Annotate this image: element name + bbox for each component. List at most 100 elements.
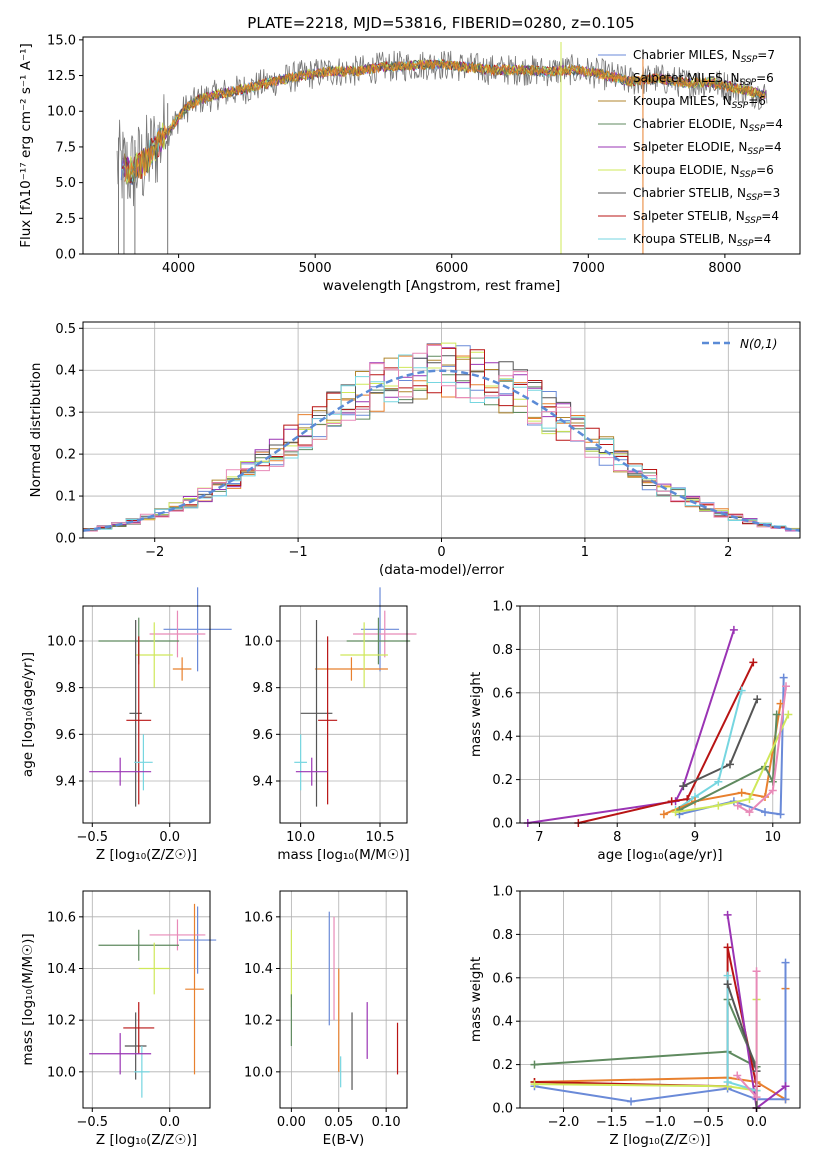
legend-model-name: Kroupa MILES xyxy=(633,94,715,108)
weight-series xyxy=(679,695,762,791)
x-tick-label: 2 xyxy=(724,545,732,560)
legend-model-name: Salpeter MILES xyxy=(633,71,723,85)
legend-nssp-subscript: SSP xyxy=(740,170,757,180)
figure-title: PLATE=2218, MJD=53816, FIBERID=0280, z=0… xyxy=(247,14,634,32)
legend-entry: Chabrier ELODIE, NSSP=4 xyxy=(633,117,783,134)
plot-area xyxy=(523,625,793,827)
errorbar-point xyxy=(135,622,173,688)
weight-point-marker xyxy=(737,686,746,695)
errorbar-point xyxy=(163,587,232,672)
x-tick-label: −1.5 xyxy=(596,1115,628,1130)
x-tick-label: 0.10 xyxy=(372,1115,401,1130)
axes-box xyxy=(82,36,801,255)
y-tick-label: 9.6 xyxy=(252,728,273,743)
y-tick-label: 0.0 xyxy=(55,248,76,263)
legend-model-name: Chabrier MILES xyxy=(633,48,724,62)
legend-equals: = xyxy=(761,209,771,223)
x-tick-label: 0.05 xyxy=(324,1115,353,1130)
axes-box xyxy=(82,605,211,824)
axes-frame: 0.00 0.05 0.10 10.0 10.2 10.4 10.6 E(B-V) xyxy=(244,890,408,1148)
legend-entry: Chabrier STELIB, NSSP=3 xyxy=(633,186,780,203)
y-axis-label: age [log₁₀(age/yr)] xyxy=(20,652,36,777)
legend-nssp-subscript: SSP xyxy=(746,193,763,203)
y-tick-label: 0.6 xyxy=(492,971,513,986)
legend-equals: = xyxy=(756,71,766,85)
y-tick-label: 10.0 xyxy=(244,1065,273,1080)
y-tick-label: 7.5 xyxy=(55,140,76,155)
y-axis-label: mass [log₁₀(M/M☉)] xyxy=(20,933,36,1065)
axes-box xyxy=(279,605,408,824)
x-tick-label: −1.0 xyxy=(644,1115,676,1130)
x-tick-label: 4000 xyxy=(162,261,195,276)
legend-entry: Kroupa ELODIE, NSSP=6 xyxy=(633,163,774,180)
x-tick-label: 6000 xyxy=(435,261,468,276)
weight-point-marker xyxy=(779,673,788,682)
weight-point-marker xyxy=(714,801,723,810)
weight-series-line xyxy=(675,714,790,814)
plot-area xyxy=(294,587,417,807)
legend-equals: = xyxy=(765,117,775,131)
y-tick-label: 9.6 xyxy=(55,728,76,743)
legend-nssp-value: 4 xyxy=(763,232,771,246)
y-tick-label: 10.4 xyxy=(244,962,273,977)
axes-box xyxy=(82,890,211,1109)
x-tick-label: −0.5 xyxy=(77,1115,109,1130)
legend-entry: Salpeter MILES, NSSP=6 xyxy=(633,71,774,88)
errorbar-point xyxy=(294,734,307,791)
y-tick-label: 5.0 xyxy=(55,176,76,191)
y-tick-label: 0.2 xyxy=(55,448,76,463)
y-axis-label: mass weight xyxy=(468,672,484,757)
axes-frame: 10.0 10.5 9.4 9.6 9.8 10.0 mass [log₁₀(M/M☉)] xyxy=(244,605,410,863)
legend-nssp-subscript: SSP xyxy=(732,101,749,111)
x-tick-label: 0.0 xyxy=(746,1115,767,1130)
legend-nssp-label: , N xyxy=(724,48,741,62)
y-tick-label: 10.0 xyxy=(244,635,273,650)
y-axis-label: mass weight xyxy=(468,957,484,1042)
weight-series xyxy=(671,710,793,817)
errorbar-point xyxy=(318,636,338,805)
legend-nssp-label: , N xyxy=(715,94,732,108)
x-tick-label: 7000 xyxy=(572,261,605,276)
legend-nssp-label: , N xyxy=(728,209,745,223)
weight-point-marker xyxy=(679,782,688,791)
legend-equals: = xyxy=(757,48,767,62)
weight-series xyxy=(733,967,761,1102)
legend-nssp-subscript: SSP xyxy=(737,239,754,249)
errorbar-point xyxy=(346,617,411,665)
x-tick-label: 9 xyxy=(691,830,699,845)
weight-series-line xyxy=(737,686,787,814)
weight-point-marker xyxy=(781,1095,790,1104)
weight-point-marker xyxy=(723,971,732,980)
x-tick-label: −1 xyxy=(289,545,308,560)
legend-nssp-subscript: SSP xyxy=(740,78,757,88)
weight-point-marker xyxy=(671,808,680,817)
plot-area xyxy=(89,903,217,1098)
y-tick-label: 10.0 xyxy=(47,1065,76,1080)
x-tick-label: 0.00 xyxy=(277,1115,306,1130)
weight-point-marker xyxy=(733,801,742,810)
weight-point-marker xyxy=(530,1060,539,1069)
y-tick-label: 10.0 xyxy=(47,105,76,120)
legend-model-name: Kroupa STELIB xyxy=(633,232,720,246)
axes-frame: −2.0 −1.5 −1.0 −0.5 0.0 0.0 0.2 0.4 0.6 0.8 1.0 Z [… xyxy=(468,885,801,1148)
y-tick-label: 2.5 xyxy=(55,212,76,227)
errorbar-point xyxy=(134,1046,150,1098)
grid-lines xyxy=(280,891,407,1108)
legend-model-name: Chabrier STELIB xyxy=(633,186,729,200)
weight-series-line xyxy=(678,714,778,811)
weight-point-marker xyxy=(752,967,761,976)
legend-model-name: Salpeter ELODIE xyxy=(633,140,731,154)
legend-model-name: Chabrier ELODIE xyxy=(633,117,732,131)
legend-model-name: Kroupa ELODIE xyxy=(633,163,723,177)
weight-series-line xyxy=(534,999,759,1069)
weight-point-marker xyxy=(745,795,754,804)
weight-point-marker xyxy=(749,658,758,667)
errorbar-point xyxy=(89,1033,152,1075)
x-axis-label: wavelength [Angstrom, rest frame] xyxy=(323,278,561,294)
x-tick-label: −2 xyxy=(145,545,164,560)
errorbar-point xyxy=(89,757,152,786)
y-tick-label: 10.0 xyxy=(47,635,76,650)
legend-nssp-value: 4 xyxy=(775,117,783,131)
